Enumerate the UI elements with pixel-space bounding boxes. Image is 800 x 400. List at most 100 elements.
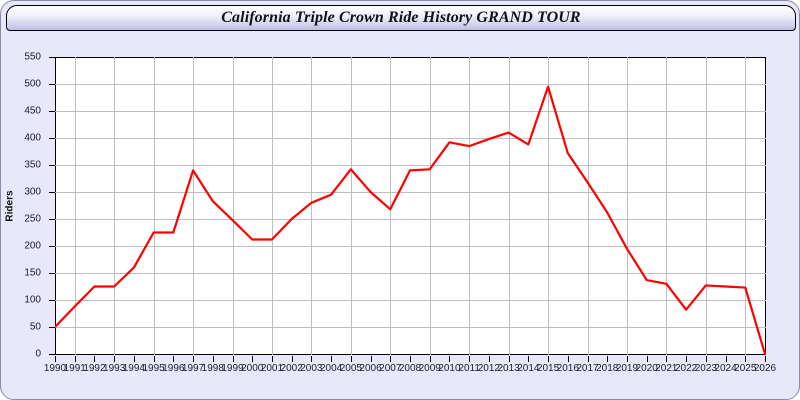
x-axis-tick-labels: 1990 1991 1992 1993 1994 1995 1996 1997 1998 1999…: [1, 363, 800, 379]
x-axis-tick-label: 2026: [753, 363, 777, 374]
x-axis-tick-label: 2007: [379, 363, 402, 374]
y-axis-tick-label: 550: [24, 51, 41, 63]
y-axis-tick-mark: [49, 273, 55, 274]
y-axis-tick-label: 350: [24, 159, 41, 171]
x-axis-tick-mark: [331, 356, 332, 362]
x-axis-tick-mark: [489, 356, 490, 362]
x-axis-tick-label: 2004: [319, 363, 343, 374]
x-axis-tick-mark: [548, 356, 549, 362]
x-axis-tick-mark: [765, 356, 766, 362]
x-axis-tick-label: 2016: [556, 363, 579, 374]
plot-background: [55, 57, 766, 355]
x-axis-tick-mark: [686, 356, 687, 362]
x-axis-tick-mark: [351, 356, 352, 362]
x-axis-tick-mark: [233, 356, 234, 362]
y-axis-tick-label: 400: [24, 132, 41, 144]
x-axis-tick-label: 2011: [458, 363, 480, 374]
x-axis-tick-label: 2003: [300, 363, 323, 374]
x-axis-tick-marks: [55, 356, 766, 363]
y-axis-tick-mark: [49, 138, 55, 139]
x-axis-tick-label: 2000: [241, 363, 264, 374]
x-axis-tick-label: 1995: [142, 363, 165, 374]
x-axis-tick-label: 1992: [83, 363, 106, 374]
x-axis-tick-mark: [627, 356, 628, 362]
x-axis-tick-label: 2014: [517, 363, 540, 374]
x-axis-tick-label: 2013: [497, 363, 520, 374]
x-axis-tick-label: 2012: [477, 363, 500, 374]
x-axis-tick-mark: [469, 356, 470, 362]
x-axis-tick-label: 1990: [43, 363, 67, 374]
x-axis-tick-label: 1993: [103, 363, 126, 374]
x-axis-tick-label: 2024: [714, 363, 737, 374]
x-axis-tick-label: 2025: [734, 363, 757, 374]
y-axis-tick-mark: [49, 192, 55, 193]
y-axis-tick-mark: [49, 165, 55, 166]
x-axis-tick-mark: [430, 356, 431, 362]
x-axis-tick-mark: [292, 356, 293, 362]
plot-area: [55, 57, 766, 355]
y-axis-tick-mark: [49, 57, 55, 58]
window-title-bar: California Triple Crown Ride History GRA…: [6, 5, 796, 31]
x-axis-tick-label: 2008: [398, 363, 422, 374]
x-axis-tick-mark: [588, 356, 589, 362]
y-axis-tick-mark: [49, 300, 55, 301]
x-axis-tick-mark: [666, 356, 667, 362]
x-axis-tick-label: 2020: [635, 363, 658, 374]
x-axis-tick-label: 1999: [221, 363, 244, 374]
y-axis-tick-labels: 0 50 100 150 200 250 300 350 400 450 500 550: [1, 52, 49, 360]
x-axis-tick-mark: [94, 356, 95, 362]
x-axis-tick-mark: [371, 356, 372, 362]
x-axis-tick-mark: [75, 356, 76, 362]
x-axis-tick-mark: [706, 356, 707, 362]
x-axis-tick-mark: [252, 356, 253, 362]
x-axis-tick-mark: [509, 356, 510, 362]
x-axis-tick-label: 2009: [418, 363, 441, 374]
y-axis-tick-label: 200: [24, 240, 41, 252]
y-axis-tick-mark: [49, 246, 55, 247]
y-axis-tick-marks: [49, 57, 55, 355]
x-axis-tick-mark: [55, 356, 56, 362]
x-axis-tick-mark: [272, 356, 273, 362]
x-axis-tick-mark: [193, 356, 194, 362]
line-series-riders: [55, 85, 766, 355]
y-axis-tick-label: 450: [24, 105, 41, 117]
x-axis-tick-mark: [173, 356, 174, 362]
y-axis-tick-mark: [49, 111, 55, 112]
x-axis-tick-label: 1998: [201, 363, 224, 374]
x-axis-tick-mark: [114, 356, 115, 362]
x-axis-tick-mark: [568, 356, 569, 362]
x-axis-tick-mark: [390, 356, 391, 362]
x-axis-tick-label: 2018: [596, 363, 619, 374]
y-axis-tick-label: 0: [35, 348, 41, 360]
grid-lines: [55, 57, 766, 355]
y-axis-tick-mark: [49, 354, 55, 355]
x-axis-tick-label: 2019: [615, 363, 639, 374]
x-axis-tick-mark: [213, 356, 214, 362]
x-axis-tick-label: 1996: [162, 363, 185, 374]
x-axis-tick-label: 2015: [536, 363, 560, 374]
x-axis-tick-label: 2006: [359, 363, 382, 374]
y-axis-tick-label: 50: [29, 321, 41, 333]
y-axis-tick-mark: [49, 84, 55, 85]
x-axis-tick-mark: [134, 356, 135, 362]
x-axis-tick-label: 1994: [122, 363, 145, 374]
x-axis-tick-mark: [410, 356, 411, 362]
x-axis-tick-mark: [726, 356, 727, 362]
x-axis-tick-label: 1991: [63, 363, 86, 374]
x-axis-tick-label: 2002: [280, 363, 303, 374]
page-title: California Triple Crown Ride History GRA…: [221, 9, 581, 26]
x-axis-tick-label: 2001: [260, 363, 284, 374]
x-axis-tick-label: 2023: [694, 363, 717, 374]
x-axis-tick-label: 2021: [655, 363, 678, 374]
x-axis-tick-mark: [745, 356, 746, 362]
x-axis-tick-mark: [311, 356, 312, 362]
x-axis-tick-label: 2010: [438, 363, 461, 374]
y-axis-tick-label: 300: [24, 186, 41, 198]
y-axis-tick-label: 250: [24, 213, 41, 225]
y-axis-tick-label: 500: [24, 78, 41, 90]
x-axis-tick-mark: [154, 356, 155, 362]
y-axis-tick-label: 150: [24, 267, 41, 279]
x-axis-tick-mark: [647, 356, 648, 362]
y-axis-tick-label: 100: [24, 294, 41, 306]
